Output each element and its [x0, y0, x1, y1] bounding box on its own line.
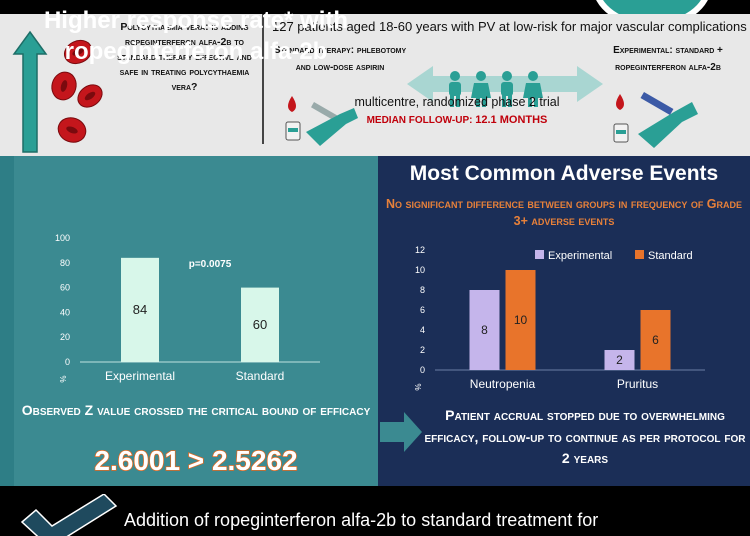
- y-tick-label: 20: [60, 332, 70, 342]
- accrual-years: 2: [561, 450, 570, 467]
- top-bar: [0, 0, 750, 14]
- adverse-events-panel: [378, 156, 750, 486]
- up-arrow-icon: [12, 30, 48, 153]
- y-tick-label: 0: [65, 357, 70, 367]
- conclusion-band: [0, 486, 750, 536]
- right-arrow-icon: [380, 412, 422, 452]
- bar-value-label: 84: [133, 302, 147, 317]
- trial-design: multicentre, randomized phase 2 trial: [354, 95, 560, 109]
- y-tick-label: 10: [415, 265, 425, 275]
- y-unit-label: %: [414, 383, 423, 390]
- conclusion-text: Addition of ropeginterferon alfa-2b to s…: [124, 510, 599, 530]
- bar-experimental: [121, 257, 159, 362]
- adverse-events-chart: 0 2 4 6 8 10 12% Experimental Standard 8 10 Neutrop…: [414, 245, 705, 391]
- y-tick-label: 2: [420, 345, 425, 355]
- checkmark-icon: [20, 494, 118, 536]
- x-category-label: Pruritus: [617, 377, 658, 391]
- bar-neutropenia-experimental: [469, 290, 500, 370]
- adverse-events-title: Most Common Adverse Events: [409, 162, 719, 185]
- p-value-annotation: p=0.0075: [189, 259, 232, 270]
- adverse-events-subtitle: No significant difference between groups…: [385, 197, 743, 229]
- legend-swatch-standard: [635, 250, 644, 259]
- accrual-text: Patient accrual stopped due to overwhelm…: [424, 407, 746, 445]
- experimental-therapy-illustration: [613, 92, 698, 148]
- bar-pruritus-experimental: [604, 350, 635, 370]
- legend-swatch-experimental: [535, 250, 544, 259]
- header-divider: [262, 14, 264, 144]
- followup-label: MEDIAN FOLLOW-UP:: [366, 115, 473, 126]
- accrual-statement: Patient accrual stopped due to overwhelm…: [420, 405, 750, 470]
- z-value-statement: 2.6001 > 2.5262: [94, 444, 299, 477]
- efficacy-footer: Observed Z value crossed the critical bo…: [21, 402, 371, 418]
- efficacy-panel: [0, 156, 378, 486]
- bar-neutropenia-standard: [505, 270, 536, 370]
- y-tick-label: 12: [415, 245, 425, 255]
- y-tick-label: 4: [420, 325, 425, 335]
- y-tick-label: 8: [420, 285, 425, 295]
- patients-icon: [449, 71, 543, 107]
- standard-therapy-label: Standard therapy: phlebotomy and low-dos…: [273, 45, 407, 73]
- y-tick-label: 6: [420, 305, 425, 315]
- response-rate-chart: 0 20 40 60 80 100% 84 Experimental 60 Standard p=0…: [55, 233, 320, 383]
- bar-standard: [241, 287, 279, 362]
- y-unit-label: %: [59, 375, 68, 382]
- bar-value-label: 60: [253, 317, 267, 332]
- red-blood-cells-icon: [51, 39, 103, 143]
- efficacy-title: Higher response rate* with ropeginterfer…: [43, 7, 349, 65]
- y-tick-label: 80: [60, 258, 70, 268]
- legend-label: Experimental: [548, 250, 612, 262]
- bar-value-label: 8: [481, 323, 488, 337]
- y-tick-label: 0: [420, 365, 425, 375]
- standard-therapy-illustration: [285, 96, 358, 146]
- bar-value-label: 2: [616, 353, 623, 367]
- legend-label: Standard: [648, 250, 693, 262]
- x-category-label: Experimental: [105, 369, 175, 383]
- bar-value-label: 6: [652, 333, 659, 347]
- experimental-therapy-label: Experimental: standard + ropeginterferon…: [613, 45, 723, 73]
- y-tick-label: 40: [60, 307, 70, 317]
- accrual-years-unit: years: [573, 450, 609, 467]
- y-tick-label: 100: [55, 233, 70, 243]
- population-text: 127 patients aged 18-60 years with PV at…: [272, 19, 747, 34]
- bar-pruritus-standard: [640, 310, 671, 370]
- x-category-label: Standard: [236, 369, 285, 383]
- efficacy-panel-inner: [14, 156, 378, 486]
- y-tick-label: 60: [60, 283, 70, 293]
- x-category-label: Neutropenia: [470, 377, 536, 391]
- study-question: Polycythaemia vera: is adding ropeginter…: [117, 21, 252, 93]
- bar-value-label: 10: [514, 313, 528, 327]
- followup-value: 12.1 MONTHS: [475, 114, 548, 126]
- median-followup: MEDIAN FOLLOW-UP: 12.1 MONTHS: [352, 114, 562, 126]
